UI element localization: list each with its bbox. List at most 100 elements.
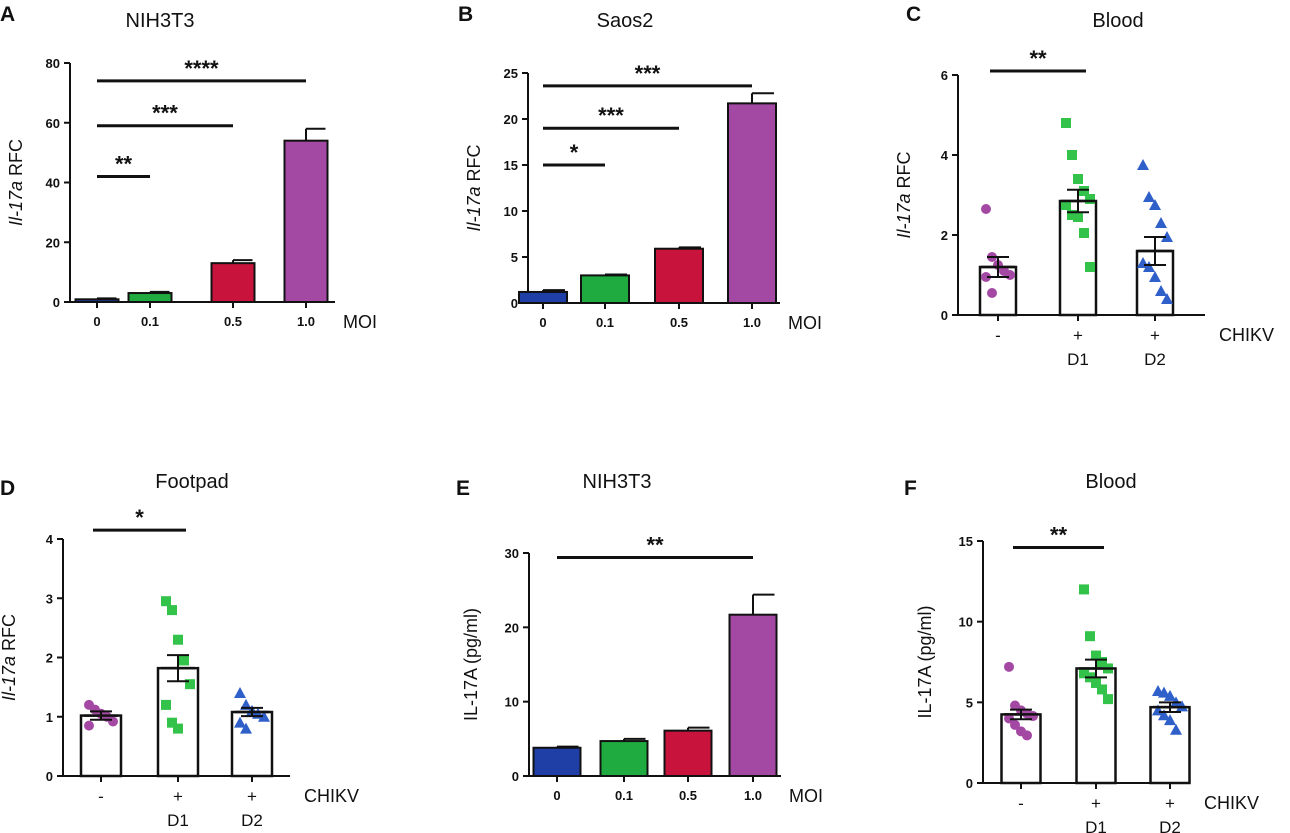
- significance-label: **: [115, 152, 133, 177]
- x-category-label: 0: [539, 315, 546, 330]
- data-point: [234, 716, 246, 728]
- data-point: [173, 723, 183, 734]
- panel-letter: F: [904, 477, 917, 500]
- bar-0: [532, 746, 582, 778]
- bar-1.0: [728, 613, 778, 777]
- y-tick-label: 10: [504, 204, 518, 219]
- significance-label: ****: [184, 56, 219, 81]
- data-point: [1079, 668, 1089, 679]
- mean-bar-1: [1075, 667, 1117, 785]
- data-point: [1143, 261, 1155, 272]
- chart-title: Saos2: [597, 10, 654, 32]
- data-point: [1170, 723, 1182, 735]
- bar-0.1: [127, 292, 173, 304]
- bar-0.1: [599, 740, 649, 778]
- y-axis-label-unit: IL-17A (pg/ml): [461, 608, 481, 721]
- y-axis-label-unit: IL-17A (pg/ml): [915, 605, 935, 718]
- bar-0.1: [580, 274, 630, 304]
- x-day-label: D1: [1067, 350, 1089, 369]
- y-tick-label: 0: [511, 296, 518, 311]
- x-category-label: 0.1: [596, 315, 614, 330]
- significance-label: **: [1029, 46, 1047, 71]
- y-axis-label: Il-17a RFC: [464, 144, 484, 231]
- x-category-label: 1.0: [743, 315, 761, 330]
- data-point: [167, 717, 177, 728]
- bar-1.0: [727, 102, 777, 304]
- data-point: [1085, 194, 1095, 204]
- y-tick-label: 0: [53, 295, 60, 310]
- x-category-label: +: [1165, 794, 1175, 813]
- data-point: [1091, 677, 1101, 688]
- y-tick-label: 3: [46, 591, 53, 606]
- chart-title: NIH3T3: [126, 10, 195, 32]
- data-point: [108, 716, 118, 727]
- data-point: [981, 204, 991, 214]
- data-point: [1091, 650, 1101, 661]
- panel-letter: C: [906, 3, 921, 26]
- y-axis-label: Il-17a RFC: [894, 151, 914, 238]
- y-tick-label: 60: [46, 116, 60, 131]
- y-axis-label-gene: Il-17a: [6, 181, 26, 226]
- data-point: [987, 288, 997, 298]
- bar-1.0: [283, 139, 329, 303]
- y-tick-label: 10: [505, 695, 519, 710]
- y-axis-label-gene: Il-17a: [894, 193, 914, 238]
- x-unit-label: CHIKV: [1219, 325, 1274, 345]
- y-tick-label: 15: [504, 158, 518, 173]
- y-tick-label: 4: [941, 148, 949, 163]
- panel-a: A NIH3T3 0 20 40 60 80 Il-17a RFC 0 0.1 0.5 1.0 MOI *…: [0, 3, 377, 332]
- significance-label: *: [135, 505, 144, 530]
- x-category-label: +: [1150, 326, 1160, 345]
- panel-d: D Footpad 0 1 2 3 4 Il-17a RFC - + D1 + D2 CHIKV *: [0, 471, 359, 830]
- x-day-label: D1: [1085, 818, 1107, 833]
- y-tick-label: 1: [46, 710, 53, 725]
- x-unit-label: MOI: [788, 313, 822, 333]
- y-tick-label: 2: [46, 651, 53, 666]
- y-axis-label-unit: RFC: [894, 151, 914, 193]
- data-point: [84, 720, 94, 731]
- x-day-label: D2: [1159, 818, 1181, 833]
- x-category-label: -: [1018, 794, 1024, 813]
- data-point: [1073, 174, 1083, 184]
- y-tick-label: 0: [966, 776, 973, 791]
- data-point: [1085, 631, 1095, 642]
- y-tick-label: 25: [504, 66, 518, 81]
- y-axis-label-unit: RFC: [0, 614, 19, 656]
- mean-bar-0: [1000, 713, 1042, 785]
- data-point: [1097, 657, 1107, 667]
- significance-label: **: [1050, 522, 1068, 547]
- bar-0: [74, 298, 120, 303]
- data-point: [1022, 730, 1032, 741]
- bar-0.5: [654, 247, 704, 304]
- panel-f: F Blood 0 5 10 15 IL-17A (pg/ml) - + D1 + D2 CHIKV **: [904, 471, 1259, 833]
- x-category-label: +: [247, 787, 257, 806]
- significance-label: *: [570, 140, 579, 165]
- data-point: [1085, 262, 1095, 272]
- data-point: [981, 272, 991, 282]
- significance-label: ***: [598, 103, 624, 128]
- data-point: [1004, 661, 1014, 672]
- x-day-label: D2: [1144, 350, 1166, 369]
- panel-c: C Blood 0 2 4 6 Il-17a RFC - + D1 + D2 CHIKV **: [894, 3, 1274, 369]
- panel-b: B Saos2 0 5 10 15 20 25 Il-17a RFC 0 0.1 0.5 1.0 MOI *…: [458, 3, 822, 333]
- data-point: [173, 634, 183, 645]
- y-tick-label: 80: [46, 56, 60, 71]
- panel-letter: D: [0, 477, 15, 500]
- x-day-label: D2: [241, 811, 263, 830]
- data-point: [1097, 684, 1107, 695]
- data-point: [161, 699, 171, 710]
- x-category-label: 0: [93, 314, 100, 329]
- x-category-label: +: [173, 787, 183, 806]
- data-point: [1176, 700, 1188, 712]
- y-tick-label: 20: [46, 235, 60, 250]
- x-unit-label: CHIKV: [1204, 793, 1259, 813]
- x-category-label: +: [1091, 794, 1101, 813]
- data-point: [1079, 186, 1089, 196]
- y-tick-label: 0: [941, 308, 948, 323]
- data-point: [1137, 159, 1149, 170]
- y-tick-label: 0: [512, 769, 519, 784]
- x-unit-label: MOI: [343, 312, 377, 332]
- x-category-label: -: [98, 787, 104, 806]
- x-unit-label: CHIKV: [304, 786, 359, 806]
- data-point: [1158, 709, 1170, 721]
